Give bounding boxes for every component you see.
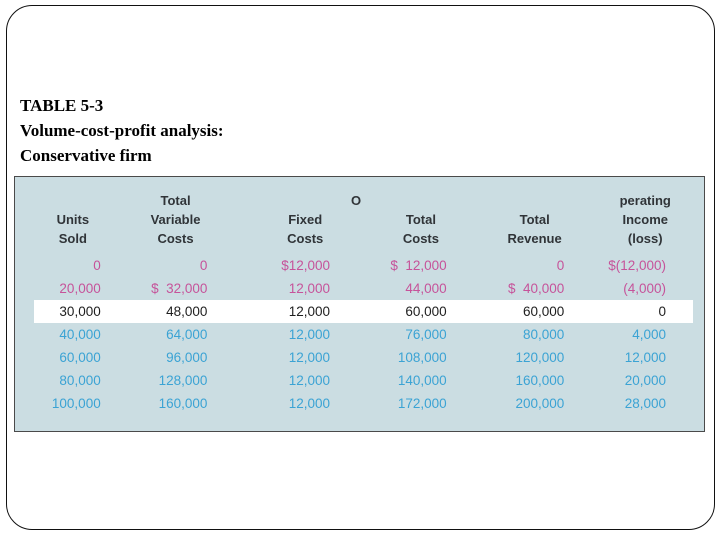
column-header-2: Fixed Costs	[217, 191, 340, 248]
table-cell: 108,000	[397, 350, 447, 365]
slide-title-line-2: Volume-cost-profit analysis:	[20, 121, 224, 140]
table-cell: 12,000	[288, 350, 331, 365]
table-row: 40,000 64,000 12,000 76,000 80,000 4,000	[15, 323, 704, 346]
table-cell: 12,000	[624, 350, 666, 365]
table-cell: 80,000	[59, 373, 101, 388]
table-cell: 0	[93, 258, 101, 273]
table-cell: 128,000	[158, 373, 208, 388]
slide-title-line-3: Conservative firm	[20, 146, 152, 165]
table-cell: 12,000	[288, 396, 331, 411]
table-cell: 100,000	[51, 396, 101, 411]
table-cell: 80,000	[523, 327, 565, 342]
column-header-line: Variable	[150, 212, 201, 227]
slide-title-line-1: TABLE 5-3	[20, 96, 104, 115]
stray-operating-o: O	[351, 193, 362, 208]
column-header-line	[495, 191, 575, 210]
table-cell: 172,000	[397, 396, 447, 411]
table-cell: 0	[199, 258, 208, 273]
table-cell: 60,000	[405, 304, 447, 319]
table-cell: $(12,000)	[608, 258, 666, 273]
column-header-line: Costs	[157, 231, 194, 246]
break-even-highlight-band	[34, 300, 693, 323]
column-header-line: Total	[519, 212, 550, 227]
table-cell: 40,000	[59, 327, 101, 342]
table-cell: 12,000	[288, 304, 331, 319]
table-body: 0 0 $12,000 $ 12,000 0 $(12,000) 20,000 $ 32,00…	[15, 254, 704, 415]
table-cell: 60,000	[59, 350, 101, 365]
table-row: 100,000 160,000 12,000 172,000 200,000 28,000	[15, 392, 704, 415]
table-row: 80,000 128,000 12,000 140,000 160,000 20,000	[15, 369, 704, 392]
table-cell: 140,000	[397, 373, 447, 388]
table-cell: 12,000	[288, 373, 331, 388]
table-cell: 96,000	[166, 350, 208, 365]
table-cell: 0	[556, 258, 565, 273]
column-header-3: Total Costs	[340, 191, 457, 248]
table-cell: 0	[658, 304, 666, 319]
column-header-line: Costs	[402, 231, 439, 246]
table-cell: (4,000)	[623, 281, 666, 296]
table-cell: 48,000	[166, 304, 208, 319]
column-header-4: Total Revenue	[457, 191, 575, 248]
table-cell: 28,000	[624, 396, 666, 411]
table-cell: 44,000	[405, 281, 447, 296]
table-cell: 4,000	[632, 327, 666, 342]
column-header-line: perating	[619, 193, 671, 208]
column-header-line: (loss)	[627, 231, 663, 246]
column-header-5: perating Income (loss)	[574, 191, 704, 248]
column-header-line: Fixed	[288, 212, 323, 227]
volume-cost-profit-table: O Units Sold Total Variable Costs Fixed Costs T…	[14, 176, 705, 432]
table-cell: 20,000	[624, 373, 666, 388]
table-cell: $12,000	[281, 258, 331, 273]
column-header-line	[270, 191, 340, 210]
column-header-line: Total	[160, 193, 191, 208]
column-header-line: Units	[56, 212, 90, 227]
table-cell: 160,000	[158, 396, 208, 411]
table-cell: 200,000	[515, 396, 565, 411]
column-header-line: Revenue	[507, 231, 562, 246]
table-cell: $ 40,000	[507, 281, 565, 296]
column-header-line: Total	[405, 212, 436, 227]
table-cell: 20,000	[59, 281, 101, 296]
table-cell: 60,000	[523, 304, 565, 319]
table-cell: 120,000	[515, 350, 565, 365]
table-header-row: Units Sold Total Variable Costs Fixed Costs Tot…	[15, 191, 704, 248]
column-header-line: Costs	[287, 231, 324, 246]
table-row: 20,000 $ 32,000 12,000 44,000 $ 40,000 (4,000…	[15, 277, 704, 300]
table-cell: 30,000	[59, 304, 101, 319]
column-header-line	[35, 191, 111, 210]
table-cell: 64,000	[166, 327, 208, 342]
table-cell: 12,000	[288, 281, 331, 296]
table-cell: 160,000	[515, 373, 565, 388]
table-row: 0 0 $12,000 $ 12,000 0 $(12,000)	[15, 254, 704, 277]
table-row: 60,000 96,000 12,000 108,000 120,000 12,000	[15, 346, 704, 369]
slide-title: TABLE 5-3 Volume-cost-profit analysis: C…	[20, 93, 224, 168]
table-cell: $ 12,000	[390, 258, 447, 273]
column-header-0: Units Sold	[15, 191, 111, 248]
column-header-line	[385, 191, 457, 210]
column-header-line: Sold	[58, 231, 87, 246]
table-cell: 76,000	[405, 327, 447, 342]
column-header-1: Total Variable Costs	[111, 191, 218, 248]
column-header-line: Income	[622, 212, 668, 227]
table-cell: 12,000	[288, 327, 331, 342]
table-row: 30,000 48,000 12,000 60,000 60,000 0	[15, 300, 704, 323]
table-cell: $ 32,000	[151, 281, 208, 296]
